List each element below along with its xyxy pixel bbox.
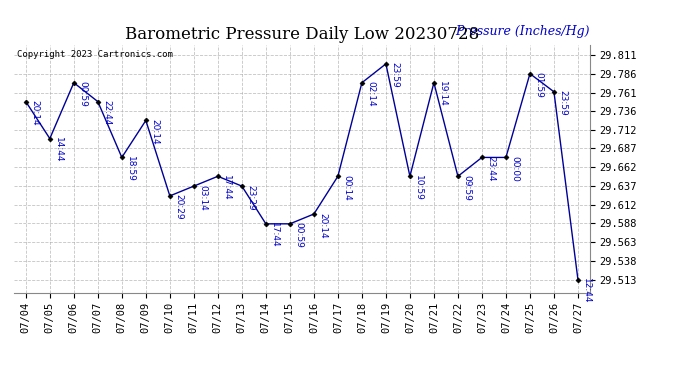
Title: Barometric Pressure Daily Low 20230728: Barometric Pressure Daily Low 20230728	[125, 27, 479, 44]
Text: 20:29: 20:29	[174, 194, 183, 220]
Text: 23:59: 23:59	[558, 90, 567, 116]
Text: 09:59: 09:59	[462, 175, 471, 201]
Text: 02:14: 02:14	[366, 81, 375, 107]
Text: 12:44: 12:44	[582, 278, 591, 304]
Text: 17:44: 17:44	[222, 175, 231, 200]
Text: Pressure (Inches/Hg): Pressure (Inches/Hg)	[455, 25, 590, 38]
Text: 03:14: 03:14	[198, 184, 207, 210]
Text: 18:59: 18:59	[126, 156, 135, 182]
Text: 23:29: 23:29	[246, 184, 255, 210]
Text: 20:14: 20:14	[318, 213, 327, 238]
Text: 01:59: 01:59	[534, 72, 543, 98]
Text: 23:44: 23:44	[486, 156, 495, 182]
Text: 19:14: 19:14	[438, 81, 447, 107]
Text: 00:59: 00:59	[78, 81, 87, 107]
Text: 22:44: 22:44	[102, 100, 111, 126]
Text: 20:14: 20:14	[30, 100, 39, 126]
Text: 17:44: 17:44	[270, 222, 279, 248]
Text: 00:14: 00:14	[342, 175, 351, 201]
Text: 20:14: 20:14	[150, 119, 159, 145]
Text: 00:59: 00:59	[294, 222, 303, 248]
Text: 23:59: 23:59	[391, 62, 400, 88]
Text: Copyright 2023 Cartronics.com: Copyright 2023 Cartronics.com	[17, 50, 172, 59]
Text: 00:00: 00:00	[510, 156, 520, 182]
Text: 10:59: 10:59	[414, 175, 423, 201]
Text: 14:44: 14:44	[54, 137, 63, 162]
